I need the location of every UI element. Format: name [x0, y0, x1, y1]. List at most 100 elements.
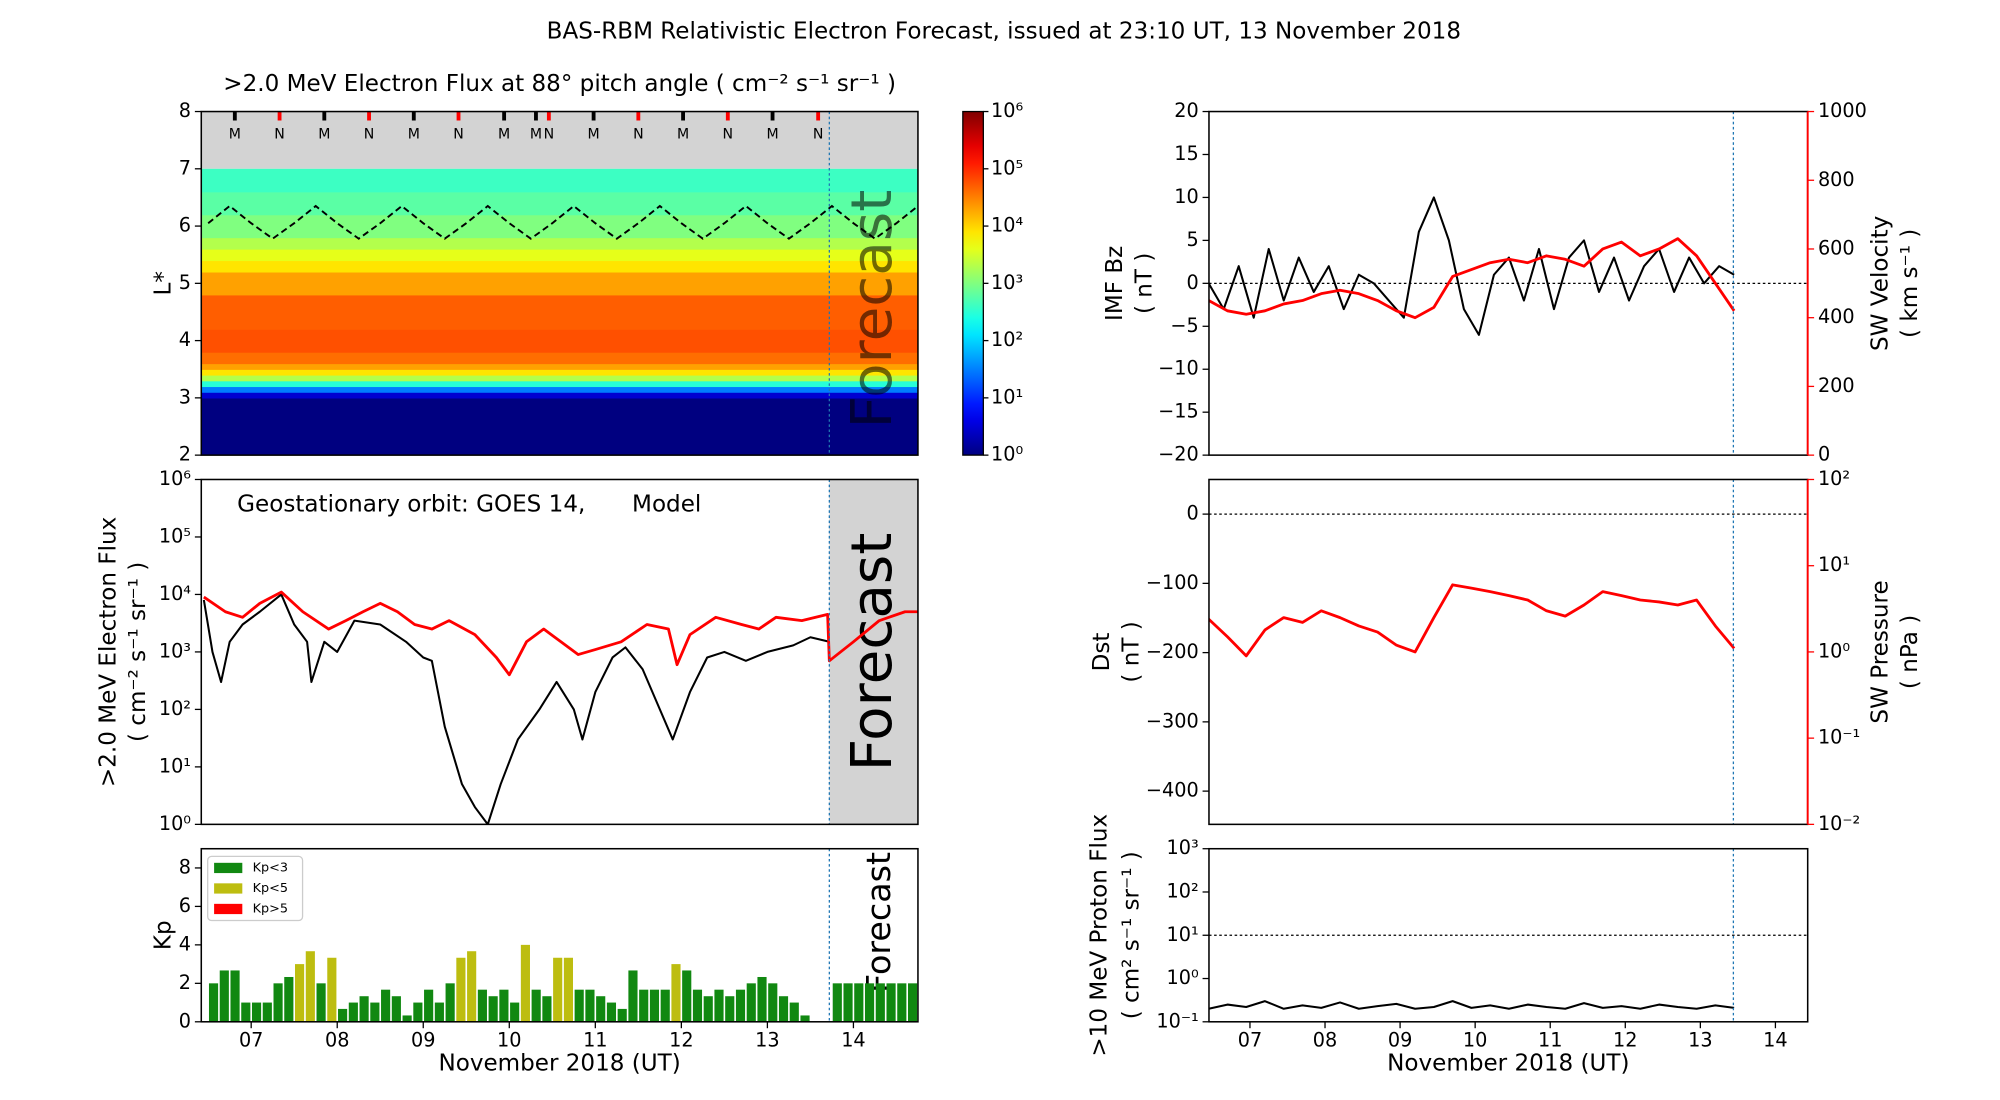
bar [510, 1002, 520, 1022]
y-tick-label: 10³ [159, 639, 191, 662]
heat-cell [201, 369, 918, 376]
y-tick-label: 8 [179, 99, 191, 122]
x-tick-label: 09 [411, 1029, 435, 1052]
plot-area [1208, 196, 1808, 336]
bar [327, 957, 337, 1022]
heat-cell [201, 214, 918, 239]
bar [800, 1015, 810, 1022]
panel-title: >2.0 MeV Electron Flux at 88° pitch angl… [223, 71, 896, 97]
y-axis-label: ( nT ) [1131, 253, 1157, 314]
orbit-marker-label: N [364, 127, 375, 143]
y-axis-label: ( cm⁻² s⁻¹ sr⁻¹ ) [125, 562, 151, 742]
bar [563, 957, 574, 1022]
legend-swatch [214, 883, 243, 894]
y-tick-label: −300 [1146, 709, 1199, 732]
orbit-trace [207, 204, 918, 240]
bar [746, 983, 756, 1022]
y-tick-label: −20 [1158, 443, 1199, 466]
bar [477, 989, 487, 1022]
y-tick-label: 2 [179, 443, 191, 466]
y-axis-label: >2.0 MeV Electron Flux [95, 517, 121, 787]
x-tick-label: 13 [1688, 1029, 1712, 1052]
orbit-marker-label: M [588, 127, 600, 143]
bar [402, 1015, 412, 1022]
y-tick-label: 0 [1186, 502, 1198, 525]
x-tick-label: 12 [1613, 1029, 1637, 1052]
y-tick-label: 15 [1174, 142, 1198, 165]
bar [649, 989, 660, 1022]
x-tick-label: 14 [841, 1029, 865, 1052]
heat-cell [201, 168, 918, 193]
bar [219, 970, 229, 1022]
orbit-marker-label: M [498, 127, 510, 143]
bar [413, 1002, 423, 1022]
colorbar-tick-label: 10² [991, 328, 1023, 351]
bar [596, 996, 606, 1022]
bar [553, 957, 563, 1022]
bar [585, 989, 595, 1022]
y-tick-label: 10¹ [1167, 923, 1199, 946]
bar [208, 983, 219, 1022]
orbit-marker-label: N [813, 127, 824, 143]
orbit-marker-label: N [723, 127, 734, 143]
y2-axis-label: ( km s⁻¹ ) [1897, 229, 1923, 338]
orbit-marker-label: M [766, 127, 778, 143]
y2-tick-label: 10¹ [1818, 553, 1850, 576]
y-tick-label: 8 [179, 855, 191, 878]
y-axis-label: Dst [1089, 633, 1115, 672]
x-tick-label: 07 [239, 1029, 263, 1052]
bar [542, 996, 552, 1022]
bar [445, 983, 455, 1022]
bar [778, 996, 789, 1022]
bar [391, 996, 401, 1022]
y-tick-label: 3 [179, 385, 191, 408]
orbit-marker-label: N [274, 127, 285, 143]
plot-area [1208, 513, 1808, 658]
series-line [203, 590, 918, 677]
colorbar-tick-label: 10⁴ [991, 214, 1023, 237]
bar [499, 989, 509, 1022]
x-tick-label: 07 [1238, 1029, 1262, 1052]
heat-cell [201, 392, 918, 399]
forecast-label: Forecast [840, 533, 905, 772]
y-tick-label: 2 [179, 971, 191, 994]
y-axis-label: ( cm² s⁻¹ sr⁻¹ ) [1119, 851, 1145, 1019]
y-axis-label: >10 MeV Proton Flux [1087, 814, 1113, 1057]
bar [703, 996, 713, 1022]
bar [520, 944, 530, 1022]
forecast-region [829, 479, 918, 825]
bar [359, 996, 369, 1022]
series-line [1208, 1000, 1735, 1010]
bar [424, 989, 434, 1022]
bar [682, 970, 692, 1022]
y-tick-label: 20 [1174, 99, 1198, 122]
bar [295, 964, 305, 1022]
bar [875, 983, 885, 1022]
legend-label: Kp>5 [253, 901, 288, 916]
heat-cell [201, 363, 918, 370]
orbit-marker-label: M [318, 127, 330, 143]
bar [251, 1002, 262, 1022]
x-axis-label: November 2018 (UT) [1387, 1051, 1629, 1077]
y-tick-label: 10¹ [159, 754, 191, 777]
y2-tick-label: 10² [1818, 467, 1850, 490]
heat-cell [201, 294, 918, 330]
bar [456, 957, 466, 1022]
y-tick-label: 10⁵ [159, 524, 191, 547]
bar [434, 1002, 444, 1022]
y-axis-label: L* [151, 271, 177, 295]
x-tick-label: 10 [497, 1029, 521, 1052]
legend: Kp<3 Kp<5 Kp>5 [207, 855, 304, 922]
y-tick-label: 4 [179, 328, 191, 351]
y-tick-label: 0 [179, 1009, 191, 1032]
orbit-marker-label: N [544, 127, 555, 143]
bar [639, 989, 649, 1022]
bar [305, 951, 315, 1022]
y2-tick-label: 800 [1818, 168, 1855, 191]
bar [897, 983, 907, 1022]
x-tick-label: 08 [1313, 1029, 1337, 1052]
orbit-marker-label: N [633, 127, 644, 143]
bar [381, 989, 391, 1022]
y-tick-label: 10⁶ [159, 467, 191, 490]
